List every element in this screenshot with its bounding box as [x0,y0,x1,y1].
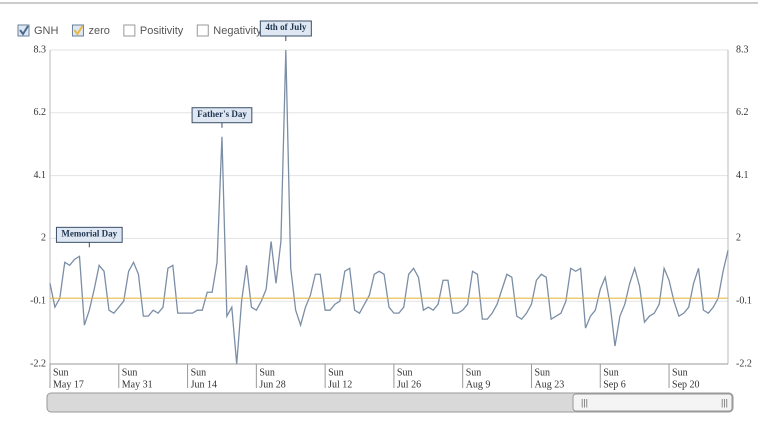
y2-tick-label: 8.3 [736,44,749,55]
x-tick-label: Aug 9 [466,379,491,390]
scroll-grip: ||| [581,397,588,407]
x-tick-weekday: Sun [53,367,69,378]
x-tick-label: Sep 6 [603,379,626,390]
x-tick-weekday: Sun [534,367,550,378]
y2-tick-label: 4.1 [736,170,749,181]
legend-checkbox[interactable] [123,24,136,37]
y-tick-label: 2 [41,233,46,244]
x-tick-weekday: Sun [122,367,138,378]
legend-label[interactable]: GNH [34,25,59,37]
x-tick-label: Sep 20 [672,379,700,390]
x-tick-label: Jun 14 [191,379,217,390]
y2-tick-label: 2 [736,233,741,244]
annotation-text: 4th of July [265,22,307,32]
y2-tick-label: 6.2 [736,107,749,118]
y2-tick-label: -0.1 [736,295,752,306]
legend-label[interactable]: zero [88,25,109,37]
check-mark [19,25,29,36]
annotation-text: Father's Day [197,109,247,119]
y2-tick-label: -2.2 [736,358,752,369]
legend-checkbox[interactable] [196,24,209,37]
x-tick-label: Jul 12 [328,379,352,390]
scrollbar-track[interactable] [46,392,734,413]
x-tick-label: Aug 23 [534,379,564,390]
annotation-text: Memorial Day [61,228,117,238]
x-tick-weekday: Sun [259,367,275,378]
x-tick-weekday: Sun [466,367,482,378]
x-tick-label: Jul 26 [397,379,421,390]
x-tick-weekday: Sun [328,367,344,378]
annotation-flag: Memorial Day [55,226,123,248]
series-line [49,49,729,365]
y-tick-label: 8.3 [34,44,47,55]
y-tick-label: -0.1 [30,295,46,306]
scrollbar-thumb[interactable] [572,393,733,412]
check-mark [73,25,84,36]
x-tick-label: May 31 [122,379,153,390]
annotation-flag: 4th of July [259,20,312,41]
legend-checkbox[interactable] [17,24,30,37]
legend-checkbox[interactable] [71,24,84,37]
y-tick-label: -2.2 [30,358,46,369]
x-tick-weekday: Sun [672,367,688,378]
x-tick-label: Jun 28 [259,379,285,390]
x-tick-weekday: Sun [191,367,207,378]
y-tick-label: 6.2 [34,107,47,118]
x-tick-label: May 17 [53,379,84,390]
legend-label[interactable]: Positivity [140,25,184,37]
y-tick-label: 4.1 [34,170,47,181]
scroll-grip: ||| [721,397,728,407]
x-tick-weekday: Sun [397,367,413,378]
x-tick-weekday: Sun [603,367,619,378]
legend-label[interactable]: Negativity [213,25,262,37]
annotation-flag: Father's Day [191,107,253,128]
